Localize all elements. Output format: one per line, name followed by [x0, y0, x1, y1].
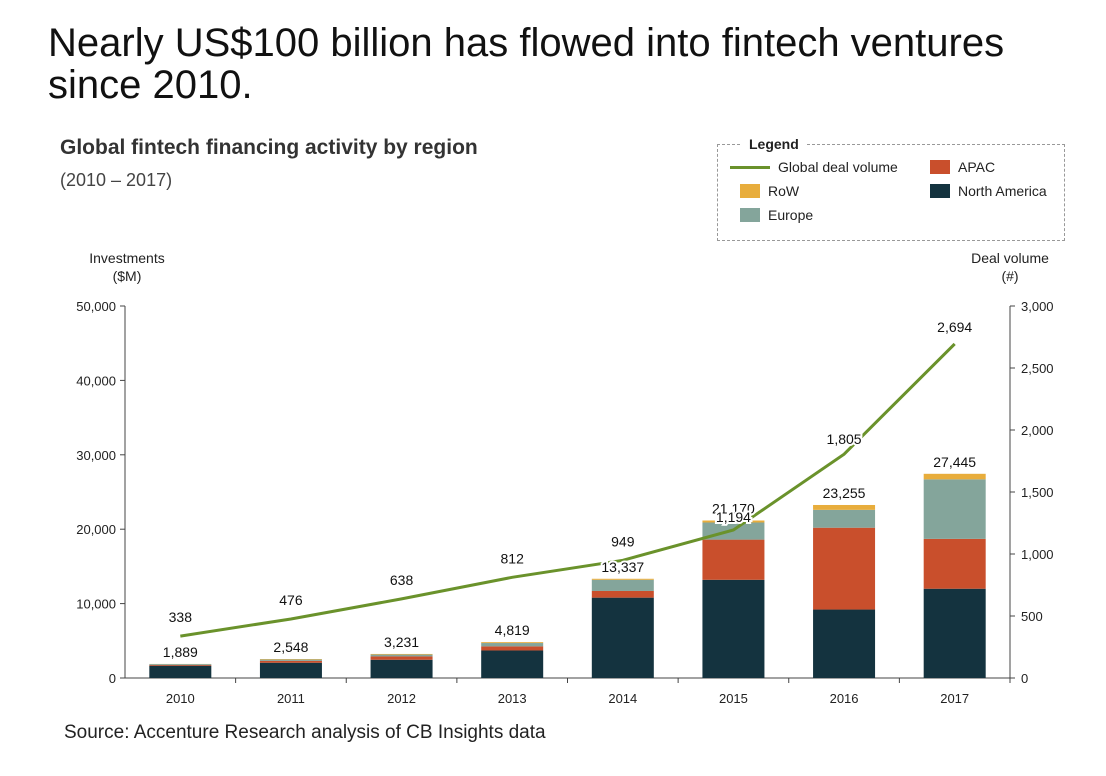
bar-total-label: 1,889 [163, 644, 198, 660]
legend-item-north-america: North America [930, 183, 1047, 199]
legend-swatch [930, 184, 950, 198]
legend: Legend Global deal volume RoW Europe APA… [717, 136, 1065, 241]
y2-axis-title-line: (#) [1001, 268, 1019, 284]
bar-north-america [591, 597, 654, 678]
legend-title: Legend [742, 136, 806, 152]
bar-row [481, 642, 544, 644]
bar-apac [591, 590, 654, 598]
y2-tick-label: 2,500 [1021, 361, 1054, 376]
bar-north-america [481, 650, 544, 678]
bar-row [370, 653, 433, 655]
bar-row [702, 520, 765, 523]
chart-title: Global fintech financing activity by reg… [60, 136, 478, 159]
y2-axis-title-line: Deal volume [971, 250, 1049, 266]
bar-north-america [149, 665, 212, 678]
deal-volume-label: 1,194 [716, 509, 751, 525]
x-tick-label: 2011 [277, 691, 305, 706]
y-tick-label: 0 [109, 671, 116, 686]
x-tick-label: 2010 [166, 691, 195, 706]
bar-north-america [370, 659, 433, 678]
x-tick-label: 2016 [830, 691, 859, 706]
bar-apac [259, 660, 322, 663]
legend-item-deal-volume: Global deal volume [730, 159, 898, 175]
bar-total-label: 3,231 [384, 634, 419, 650]
legend-label: North America [958, 183, 1047, 199]
x-tick-label: 2014 [608, 691, 637, 706]
bar-apac [481, 646, 544, 651]
deal-volume-label: 2,694 [937, 319, 972, 335]
bar-north-america [923, 588, 986, 678]
y-tick-label: 30,000 [76, 448, 116, 463]
bar-apac [149, 664, 212, 666]
bar-europe [259, 659, 322, 661]
deal-volume-line [180, 342, 956, 638]
deal-volume-label: 1,805 [827, 431, 862, 447]
y-tick-label: 10,000 [76, 597, 116, 612]
bar-total-label: 23,255 [823, 485, 866, 501]
bar-north-america [259, 662, 322, 678]
legend-item-europe: Europe [740, 207, 813, 223]
bar-apac [923, 538, 986, 589]
y-tick-label: 50,000 [76, 299, 116, 314]
y-axis-title: Investments ($M) [72, 249, 182, 285]
y2-tick-label: 3,000 [1021, 299, 1054, 314]
deal-volume-label: 949 [611, 533, 635, 549]
legend-label: APAC [958, 159, 996, 175]
deal-volume-label: 638 [390, 572, 414, 588]
legend-label: Europe [768, 207, 814, 223]
deal-volume-label: 338 [169, 609, 193, 625]
source-note: Source: Accenture Research analysis of C… [64, 722, 546, 743]
legend-item-row: RoW [740, 183, 799, 199]
bar-europe [591, 579, 654, 591]
bar-apac [813, 527, 876, 610]
y2-tick-label: 1,500 [1021, 485, 1054, 500]
legend-line-swatch [730, 165, 770, 169]
x-tick-label: 2012 [387, 691, 416, 706]
bar-north-america [813, 609, 876, 678]
chart-subtitle: (2010 – 2017) [60, 170, 173, 190]
y2-tick-label: 1,000 [1021, 547, 1054, 562]
legend-swatch [740, 208, 760, 222]
y-axis-title-line: ($M) [112, 268, 142, 284]
bar-total-label: 27,445 [933, 454, 976, 470]
y2-tick-label: 0 [1021, 671, 1028, 686]
bar-total-label: 4,819 [495, 622, 530, 638]
bar-row [259, 659, 322, 660]
y2-axis-title: Deal volume (#) [950, 249, 1070, 285]
bar-europe [370, 654, 433, 657]
bar-row [923, 473, 986, 480]
bar-apac [370, 656, 433, 660]
legend-item-apac: APAC [930, 159, 995, 175]
legend-label: Global deal volume [778, 159, 898, 175]
legend-label: RoW [768, 183, 800, 199]
y2-tick-label: 500 [1021, 609, 1043, 624]
bar-row [813, 504, 876, 510]
legend-swatch [740, 184, 760, 198]
bar-europe [481, 643, 544, 647]
x-tick-label: 2013 [498, 691, 527, 706]
legend-swatch [930, 160, 950, 174]
bar-row [591, 578, 654, 580]
deal-volume-label: 812 [501, 550, 525, 566]
headline: Nearly US$100 billion has flowed into fi… [48, 21, 1005, 107]
bar-north-america [702, 579, 765, 678]
bar-europe [813, 509, 876, 528]
bar-total-label: 2,548 [273, 639, 308, 655]
y-tick-label: 20,000 [76, 522, 116, 537]
bar-europe [923, 479, 986, 539]
bar-europe [149, 664, 212, 665]
y2-tick-label: 2,000 [1021, 423, 1054, 438]
y-axis-title-line: Investments [89, 250, 165, 266]
bar-apac [702, 539, 765, 580]
x-tick-label: 2017 [940, 691, 969, 706]
bar-total-label: 21,170 [712, 500, 755, 516]
x-tick-label: 2015 [719, 691, 748, 706]
y-tick-label: 40,000 [76, 373, 116, 388]
bar-total-label: 13,337 [601, 559, 644, 575]
deal-volume-label: 476 [279, 592, 303, 608]
